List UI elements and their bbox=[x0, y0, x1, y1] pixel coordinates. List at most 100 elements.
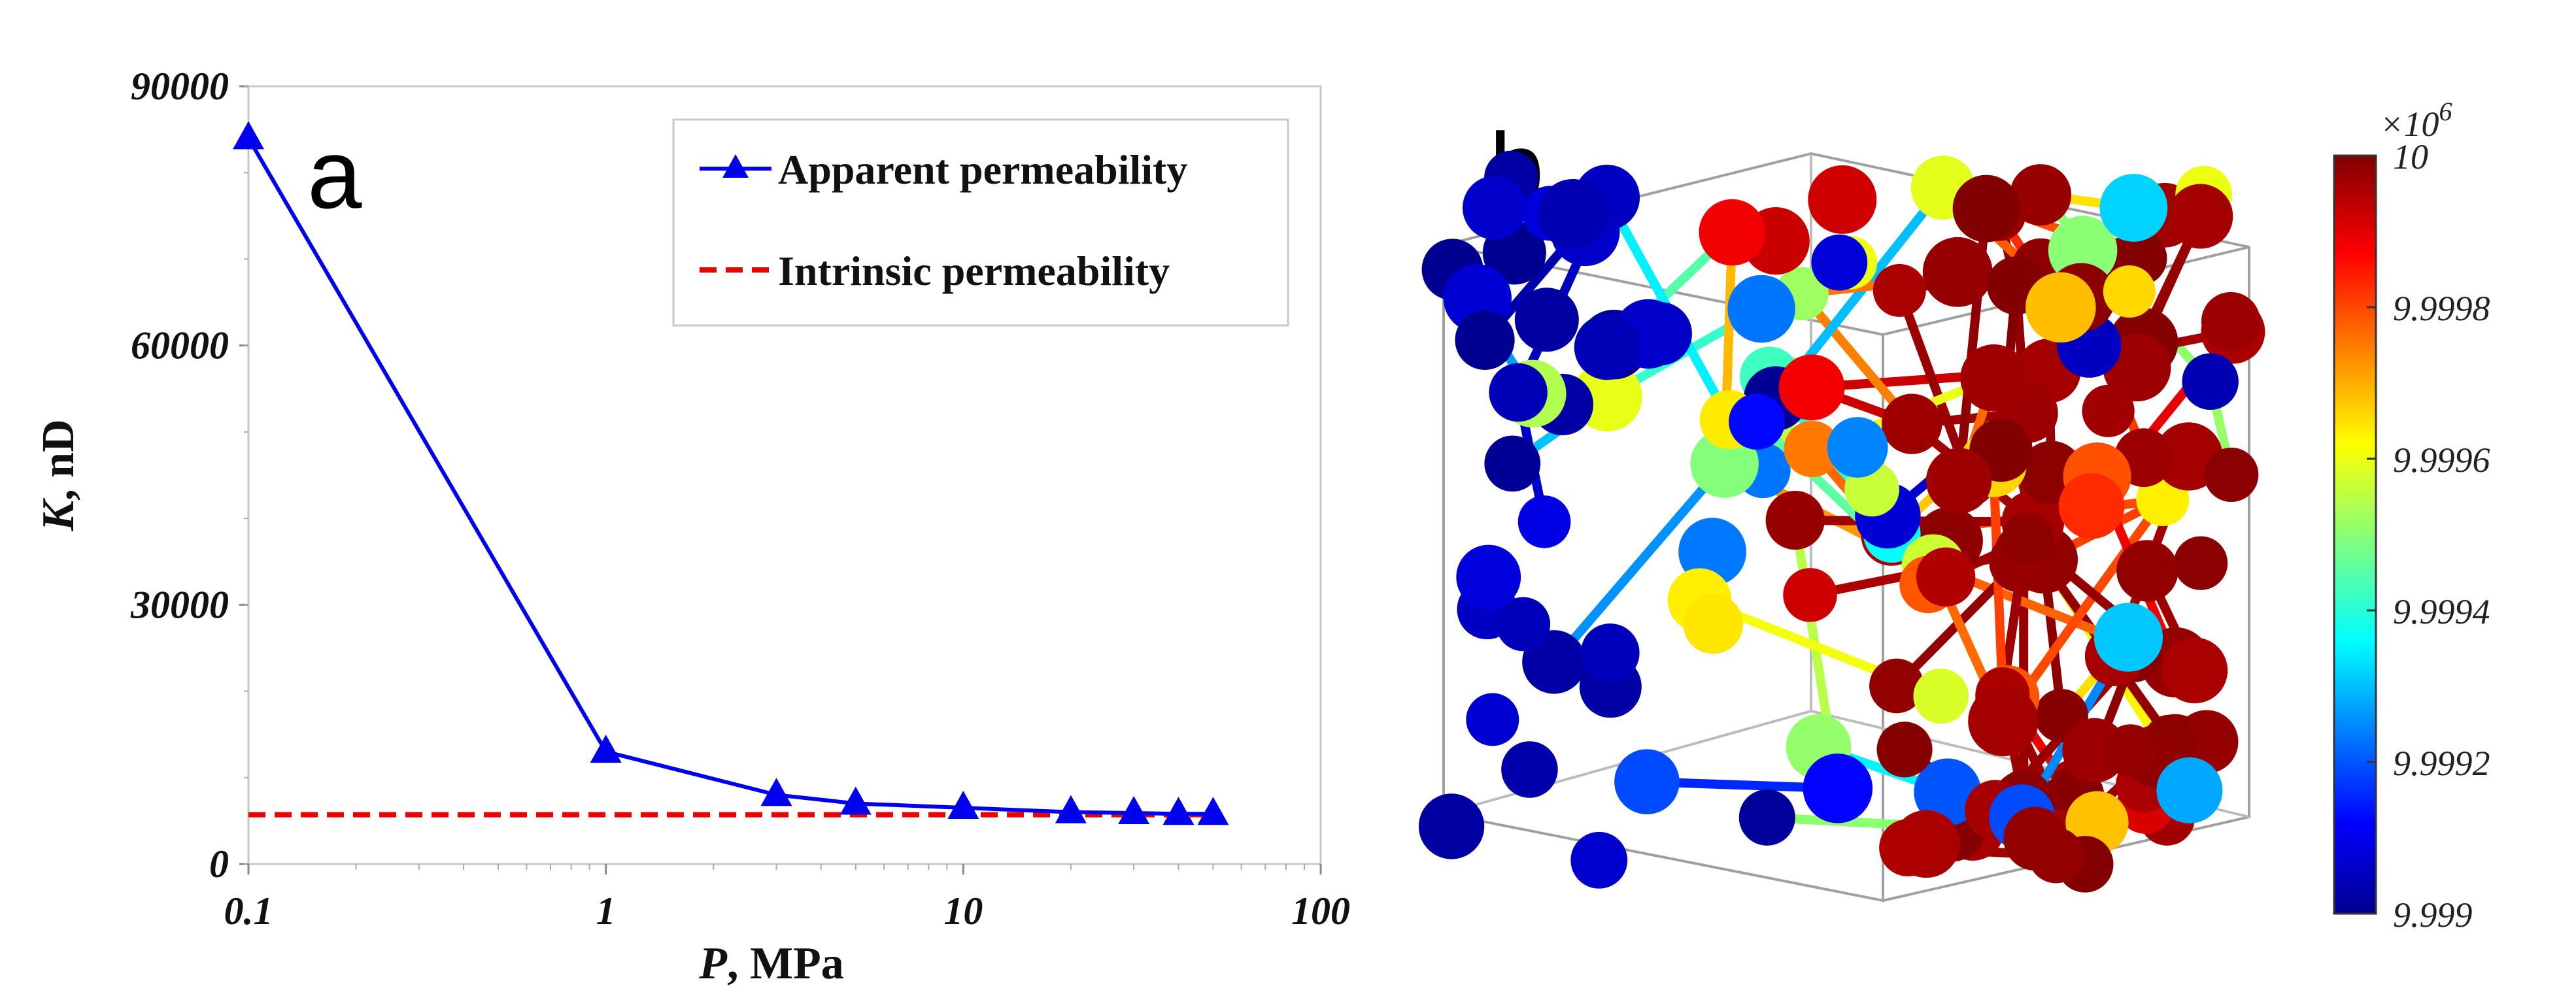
pore-node bbox=[2168, 184, 2233, 249]
y-axis-ticks: 0 30000 60000 90000 bbox=[130, 65, 248, 886]
colorbar-ticks: 10 9.9998 9.9996 9.9994 9.9992 9.999 bbox=[2367, 137, 2490, 935]
colorbar-tick-label: 9.9996 bbox=[2393, 440, 2490, 480]
pore-node bbox=[1916, 547, 1976, 607]
pore-node bbox=[1514, 288, 1579, 352]
pore-node bbox=[1574, 314, 1640, 380]
data-point-apparent bbox=[1162, 797, 1195, 825]
y-axis-label-var: K bbox=[33, 498, 84, 532]
pore-node bbox=[2201, 291, 2261, 352]
pore-node bbox=[1570, 831, 1628, 889]
data-point-apparent bbox=[1055, 795, 1087, 823]
pore-node bbox=[2058, 473, 2125, 539]
pore-node bbox=[2082, 384, 2135, 437]
pore-node bbox=[1614, 749, 1680, 814]
colorbar-tick-label: 10 bbox=[2393, 137, 2428, 176]
legend-marker-apparent bbox=[722, 154, 749, 178]
colorbar-tick-label: 9.999 bbox=[2393, 895, 2473, 935]
pore-layer bbox=[1418, 150, 2265, 893]
pore-node bbox=[2001, 513, 2055, 567]
x-axis-label: P, MPa bbox=[698, 938, 844, 989]
pore-node bbox=[1925, 448, 1992, 514]
pore-node bbox=[2025, 272, 2096, 343]
y-tick-label: 90000 bbox=[131, 65, 229, 108]
pore-node bbox=[1960, 344, 2027, 412]
pore-node bbox=[2161, 637, 2228, 704]
pore-node bbox=[2182, 353, 2239, 410]
panel-a-line-chart: 0 30000 60000 90000 0.1 1 10 100 a P, MPa K, n… bbox=[33, 65, 1350, 989]
y-tick-label: 0 bbox=[209, 842, 229, 886]
pore-node bbox=[1484, 435, 1541, 492]
pore-node bbox=[2099, 174, 2168, 242]
colorbar-tick-label: 9.9998 bbox=[2393, 289, 2490, 328]
pore-node bbox=[1765, 490, 1825, 550]
data-point-apparent bbox=[1197, 797, 1229, 825]
pore-node bbox=[1784, 420, 1840, 478]
pore-node bbox=[1466, 693, 1519, 746]
y-axis-label-unit: , nD bbox=[33, 419, 84, 500]
pore-node bbox=[1738, 789, 1795, 846]
pore-node bbox=[1683, 593, 1744, 654]
pore-node bbox=[1727, 274, 1795, 343]
x-axis-ticks: 0.1 1 10 100 bbox=[224, 864, 1350, 933]
pore-node bbox=[2156, 757, 2223, 823]
pore-node bbox=[1968, 686, 2039, 757]
pore-node bbox=[1922, 237, 1993, 307]
pore-node bbox=[1882, 393, 1942, 454]
pore-node bbox=[1456, 544, 1521, 610]
x-tick-label: 10 bbox=[943, 889, 983, 933]
pore-node bbox=[1869, 658, 1924, 714]
pore-node bbox=[1580, 623, 1640, 682]
pore-node bbox=[2103, 265, 2156, 318]
pore-node bbox=[1873, 263, 1926, 317]
pore-node bbox=[1914, 758, 1982, 826]
pore-node bbox=[1879, 819, 1937, 876]
pore-node bbox=[1418, 793, 1485, 859]
pore-node bbox=[1463, 175, 1527, 240]
pore-node bbox=[1876, 722, 1933, 778]
y-axis-label: K, nD bbox=[33, 419, 84, 531]
pore-node bbox=[1808, 165, 1877, 234]
pore-node bbox=[1783, 568, 1837, 622]
pore-node bbox=[1913, 668, 1969, 724]
legend-label-apparent: Apparent permeability bbox=[778, 146, 1187, 193]
x-tick-label: 1 bbox=[596, 889, 616, 933]
data-point-apparent bbox=[1118, 795, 1150, 824]
pore-node bbox=[2003, 806, 2068, 871]
colorbar-exponent-power: 6 bbox=[2439, 97, 2452, 126]
colorbar-exponent-base: ×10 bbox=[2380, 105, 2439, 144]
pore-node bbox=[1690, 429, 1759, 498]
pore-node bbox=[2116, 540, 2178, 602]
colorbar-tick-label: 9.9992 bbox=[2393, 744, 2490, 783]
data-point-apparent bbox=[947, 791, 979, 820]
pore-node bbox=[1538, 178, 1608, 249]
colorbar bbox=[2333, 154, 2377, 915]
pore-node bbox=[2010, 164, 2072, 226]
pore-node bbox=[1952, 174, 2020, 242]
pore-node bbox=[1729, 393, 1786, 450]
pore-throat bbox=[1895, 286, 1974, 484]
pore-node bbox=[1517, 495, 1571, 548]
series-layer bbox=[233, 121, 1229, 825]
pore-node bbox=[1455, 310, 1515, 370]
pore-node bbox=[1496, 597, 1551, 652]
pore-node bbox=[1803, 754, 1873, 823]
pore-node bbox=[2173, 536, 2228, 590]
pore-network bbox=[1418, 150, 2265, 893]
pore-node bbox=[1699, 199, 1766, 266]
colorbar-tick-label: 9.9994 bbox=[2393, 592, 2490, 631]
pore-throat bbox=[1549, 459, 1729, 667]
data-point-apparent bbox=[590, 735, 622, 763]
x-tick-label: 0.1 bbox=[224, 889, 273, 933]
pore-node bbox=[2104, 724, 2157, 777]
legend: Apparent permeability Intrinsic permeabi… bbox=[672, 118, 1289, 327]
y-tick-label: 60000 bbox=[131, 324, 229, 367]
data-point-apparent bbox=[233, 121, 264, 150]
plot-frame bbox=[247, 85, 1322, 865]
y-tick-label: 30000 bbox=[130, 583, 229, 626]
data-point-apparent bbox=[760, 778, 792, 806]
panel-label-a: a bbox=[307, 119, 362, 229]
legend-box bbox=[672, 118, 1289, 327]
data-point-apparent bbox=[839, 786, 872, 815]
